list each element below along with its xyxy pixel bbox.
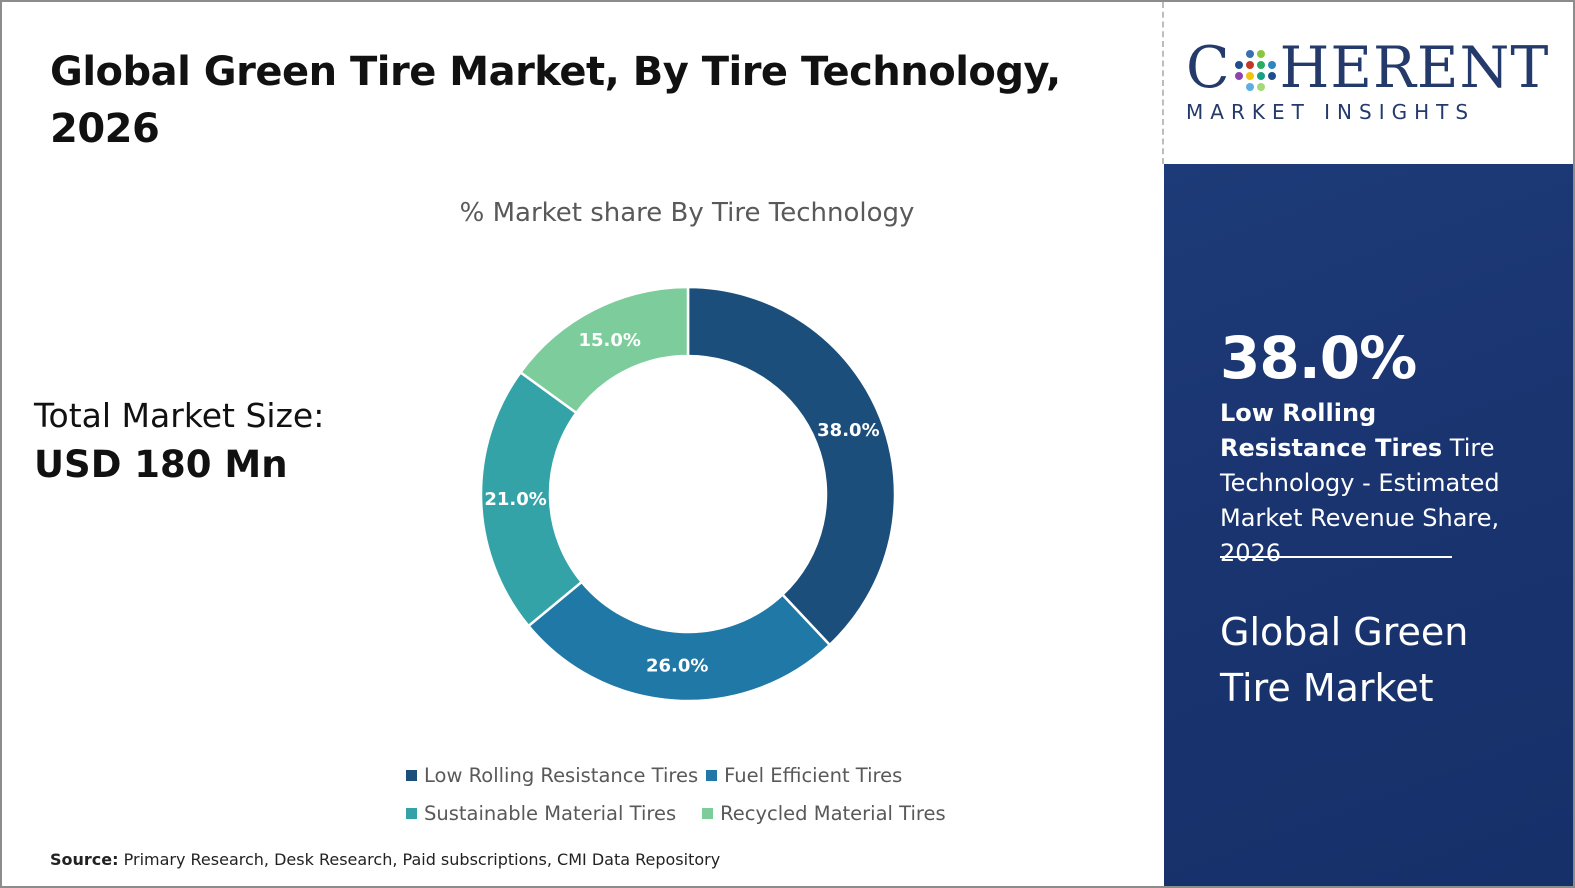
legend-item: Sustainable Material Tires [406,802,676,825]
company-logo: C HERENT MARKET INSIGHTS [1186,35,1548,124]
logo-subtitle: MARKET INSIGHTS [1186,100,1476,124]
total-market-size-value: USD 180 Mn [34,443,288,486]
highlight-segment-name: Low Rolling Resistance Tires [1220,399,1443,462]
legend-swatch [406,807,417,819]
source-text: Primary Research, Desk Research, Paid su… [118,850,721,869]
legend-label: Low Rolling Resistance Tires [424,763,699,787]
legend-row: Low Rolling Resistance Tires Fuel Effici… [406,756,966,794]
legend-label: Recycled Material Tires [720,801,946,825]
legend-label: Sustainable Material Tires [424,801,677,825]
logo-wordmark: C HERENT [1186,35,1548,101]
legend-swatch [706,769,718,781]
donut-slice [686,285,897,647]
logo-dots-icon [1234,49,1276,91]
legend-swatch [702,807,714,819]
donut-slice [526,580,832,703]
legend-item: Low Rolling Resistance Tires [406,764,698,787]
chart-title: % Market share By Tire Technology [459,198,915,228]
donut-slice-label: 26.0% [646,656,708,677]
highlight-market-name: Global Green Tire Market [1220,610,1469,710]
logo-text-herent: HERENT [1279,35,1550,101]
donut-slice [518,285,690,415]
legend-swatch [406,769,417,781]
source-note: Source: Primary Research, Desk Research,… [50,850,720,869]
legend-label: Fuel Efficient Tires [724,763,903,787]
legend-item: Fuel Efficient Tires [706,764,902,787]
total-market-size-label: Total Market Size: [34,396,325,435]
source-label: Source: [50,850,119,869]
legend-item: Recycled Material Tires [702,802,946,825]
highlight-panel: 38.0% Low Rolling Resistance Tires Tire … [1164,164,1573,886]
highlight-description-rest: Tire Technology - Estimated Market Reven… [1220,434,1500,567]
logo-letter-c: C [1186,35,1231,101]
donut-chart: 38.0% 26.0% 21.0% 15.0% [479,285,897,703]
donut-slice-label: 38.0% [817,420,879,441]
donut-slice-label: 21.0% [484,489,546,510]
highlight-stat: 38.0% [1220,324,1417,392]
highlight-divider [1220,556,1452,558]
page-title: Global Green Tire Market, By Tire Techno… [50,49,1061,152]
highlight-description: Low Rolling Resistance Tires Tire Techno… [1220,396,1520,571]
legend-row: Sustainable Material Tires Recycled Mate… [406,794,966,832]
donut-slice-label: 15.0% [578,330,640,351]
chart-legend: Low Rolling Resistance Tires Fuel Effici… [406,756,966,832]
header-divider [1162,2,1164,164]
